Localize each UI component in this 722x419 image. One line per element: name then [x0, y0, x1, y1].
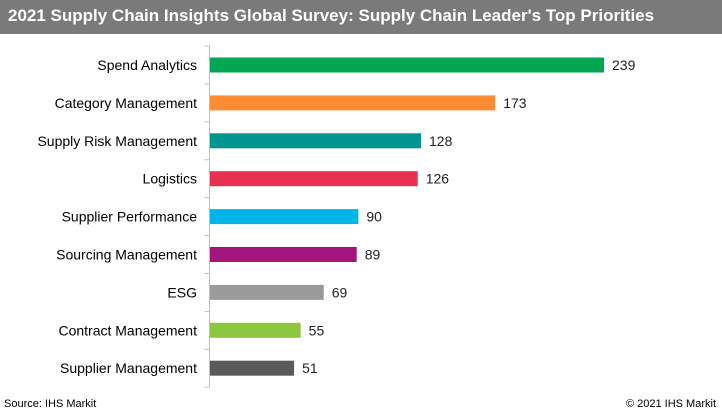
data-label: 239	[612, 57, 636, 73]
source-note: Source: IHS Markit	[4, 398, 97, 410]
bar	[210, 360, 295, 376]
data-label: 128	[429, 133, 453, 149]
category-label: Supply Risk Management	[37, 133, 197, 149]
chart-title: 2021 Supply Chain Insights Global Survey…	[8, 6, 655, 25]
bar	[210, 171, 418, 187]
copyright-note: © 2021 IHS Markit	[625, 398, 716, 410]
data-label: 55	[309, 322, 325, 338]
bar-chart: Spend Analytics 239 Category Management 173…	[37, 45, 636, 388]
category-label: Supplier Management	[60, 360, 197, 376]
data-label: 173	[503, 95, 527, 111]
data-label: 89	[365, 247, 381, 263]
bar	[210, 133, 422, 149]
bar	[210, 284, 324, 300]
category-label: Sourcing Management	[56, 247, 197, 263]
data-label: 69	[332, 284, 348, 300]
bar	[210, 57, 604, 73]
category-label: Spend Analytics	[97, 57, 197, 73]
category-label: Contract Management	[58, 322, 197, 338]
bar	[210, 209, 359, 225]
bar	[210, 322, 301, 338]
category-label: Logistics	[143, 171, 197, 187]
bar	[210, 247, 357, 262]
title-bar: 2021 Supply Chain Insights Global Survey…	[0, 0, 722, 34]
category-label: ESG	[167, 284, 197, 300]
category-label: Category Management	[55, 95, 198, 111]
data-label: 90	[366, 209, 382, 225]
bar	[210, 95, 496, 111]
data-label: 126	[426, 171, 450, 187]
data-label: 51	[302, 360, 318, 376]
category-label: Supplier Performance	[62, 209, 198, 225]
